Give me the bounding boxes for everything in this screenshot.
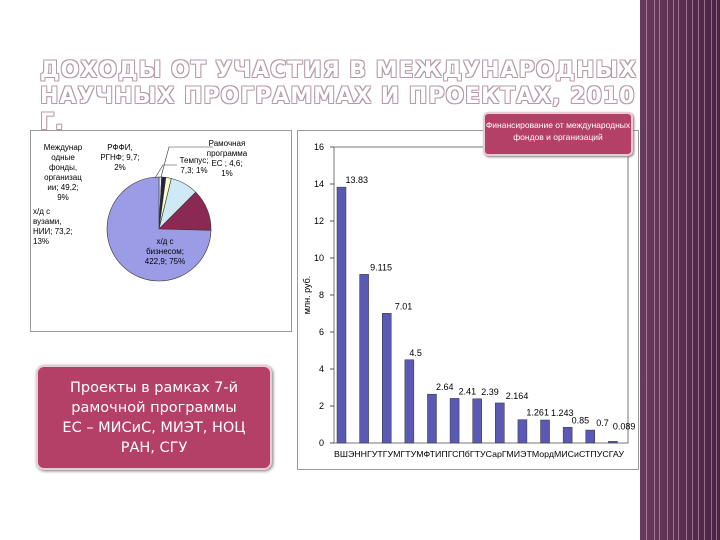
pie-label-0-3: организац [44,173,82,182]
y-tick-label-5: 10 [314,253,324,263]
x-category-labels: ВШЭННГУТГУМГТУМФТИПГСПбГТУСарГМИЭТМордМИ… [334,449,625,459]
sidebar-decoration [640,0,720,540]
y-tick-label-8: 16 [314,142,324,152]
pie-label-5-2: 422,9; 75% [145,257,185,266]
bar-2 [381,313,392,444]
bar-chart: 0 2 4 6 8 10 12 14 16 млн. руб. 13.83 9.115 7.01 4.5 2… [302,142,636,459]
y-tick-label-1: 2 [319,401,324,411]
bar-3 [404,359,415,444]
pie-label-4-2: НИИ; 73,2; [33,227,73,236]
pie-label-4-1: вузами, [33,217,61,226]
title-line-1: Доходы от участия в международных [40,58,638,83]
bar-0 [336,186,347,444]
y-tick-label-3: 6 [319,327,324,337]
title-line-2: научных программах и проектах, 2010 г. [40,84,636,135]
y-tick-label-2: 4 [319,364,324,374]
bar-value-label-1: 9.115 [370,262,392,272]
pie-label-3-1: 7,3; 1% [180,166,207,175]
pie-label-1-0: РФФИ, [107,143,132,152]
bar-4 [427,393,437,444]
bar-12 [608,441,618,444]
bar-value-label-12: 0.089 [613,421,636,431]
pie-label-3-0: Темпус; [180,156,209,165]
pie-label-0-2: фонды, [49,163,77,172]
pie-leader-line-1 [154,164,177,179]
bar-6 [472,398,482,444]
bar-value-label-0: 13.83 [346,175,369,185]
pie-label-2-0: Рамочная [209,139,246,148]
bar-10 [562,427,573,444]
pie-label-4-3: 13% [33,237,49,246]
bar-value-label-4: 2.64 [436,382,454,392]
bar-value-label-8: 1.261 [526,408,549,418]
pie-label-2-1: программа [207,149,248,158]
pie-label-0-0: Междунар [44,143,83,152]
bar-value-label-5: 2.41 [459,386,477,396]
pie-label-1-1: РГНФ; 9,7; [100,153,139,162]
y-tick-label-4: 8 [319,290,324,300]
pie-label-2-2: ЕС ; 4,6; [211,159,242,168]
bar-8 [517,419,528,444]
y-axis-label: млн. руб. [302,276,312,315]
bar-value-label-9: 1.243 [551,408,574,418]
y-tick-label-6: 12 [314,216,324,226]
pie-label-0-1: одные [51,153,75,162]
pie-label-4-0: х/д с [33,207,50,216]
pie-label-0-4: ии; 49,2; [47,183,78,192]
pie-label-5-0: х/д с [156,237,173,246]
pie-label-0-5: 9% [57,193,69,202]
pie-leader-line-0 [160,146,213,178]
bar-value-label-11: 0.7 [596,418,609,428]
bar-value-label-6: 2.39 [481,387,499,397]
pie-label-2-3: 1% [221,169,233,178]
pie-label-1-2: 2% [114,163,126,172]
bar-chart-panel: 0 2 4 6 8 10 12 14 16 млн. руб. 13.83 9.115 7.01 4.5 2… [297,130,639,470]
bar-7 [495,402,505,444]
bar-9 [540,419,550,444]
funding-note-box: Финансирование от международных фондов и… [483,112,633,156]
y-tick-label-0: 0 [319,438,324,448]
y-tick-label-7: 14 [314,179,324,189]
bar-11 [585,429,596,444]
projects-note-box: Проекты в рамках 7-й рамочной программы … [36,365,272,470]
bar-value-label-3: 4.5 [409,348,422,358]
pie-label-5-1: бизнесом; [146,247,184,256]
bar-5 [449,398,460,444]
slide-title: Доходы от участия в международных научны… [40,58,640,136]
bar-value-label-7: 2.164 [506,391,529,401]
pie-slice-5 [106,176,212,282]
bar-1 [359,274,369,444]
bar-value-label-10: 0.85 [572,415,590,425]
pie-chart-panel: Междунар одные фонды, организац ии; 49,2; 9% Р… [30,130,292,332]
bar-value-label-2: 7.01 [395,301,413,311]
